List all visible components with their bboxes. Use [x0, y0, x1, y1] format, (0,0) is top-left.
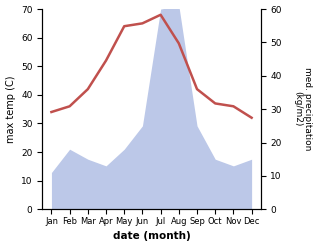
- Y-axis label: med. precipitation
(kg/m2): med. precipitation (kg/m2): [293, 67, 313, 151]
- Y-axis label: max temp (C): max temp (C): [5, 75, 16, 143]
- X-axis label: date (month): date (month): [113, 231, 190, 242]
